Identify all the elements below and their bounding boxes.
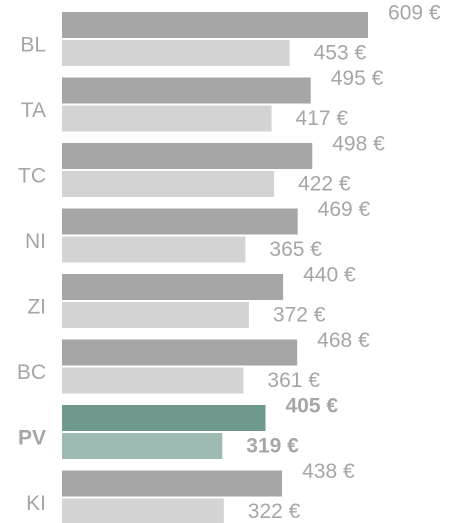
bar: [62, 498, 224, 523]
bar: [62, 302, 249, 328]
value-label: 417 €: [296, 107, 349, 130]
category-label: TC: [18, 165, 46, 188]
value-label: 322 €: [248, 500, 301, 523]
value-label: 319 €: [246, 435, 299, 458]
category-label: ZI: [27, 296, 46, 319]
value-label: 469 €: [318, 198, 371, 221]
category-label: BL: [20, 34, 46, 57]
bar: [62, 367, 244, 394]
category-label: PV: [18, 427, 46, 450]
bar: [62, 470, 283, 497]
value-label: 609 €: [388, 2, 441, 25]
bar: [62, 105, 272, 132]
bar: [62, 339, 298, 366]
value-label: 405 €: [286, 395, 339, 418]
bar: [62, 405, 266, 431]
value-label: 365 €: [269, 238, 322, 261]
value-label: 361 €: [267, 369, 320, 392]
bar: [62, 12, 369, 38]
value-label: 468 €: [317, 329, 370, 352]
value-label: 440 €: [303, 264, 356, 287]
bar: [62, 143, 313, 169]
category-label: KI: [26, 492, 46, 515]
value-label: 495 €: [331, 67, 384, 90]
bar: [62, 208, 298, 235]
bar: [62, 274, 284, 300]
category-label: TA: [21, 99, 46, 122]
category-label: BC: [17, 361, 46, 384]
bar: [62, 433, 223, 459]
bar: [62, 171, 275, 197]
value-label: 422 €: [298, 173, 351, 196]
bar: [62, 236, 246, 263]
category-label: NI: [25, 230, 46, 253]
bar: [62, 77, 311, 104]
bar: [62, 40, 290, 66]
value-label: 438 €: [302, 460, 355, 483]
value-label: 453 €: [314, 42, 367, 65]
value-label: 498 €: [332, 133, 385, 156]
value-label: 372 €: [273, 304, 326, 327]
